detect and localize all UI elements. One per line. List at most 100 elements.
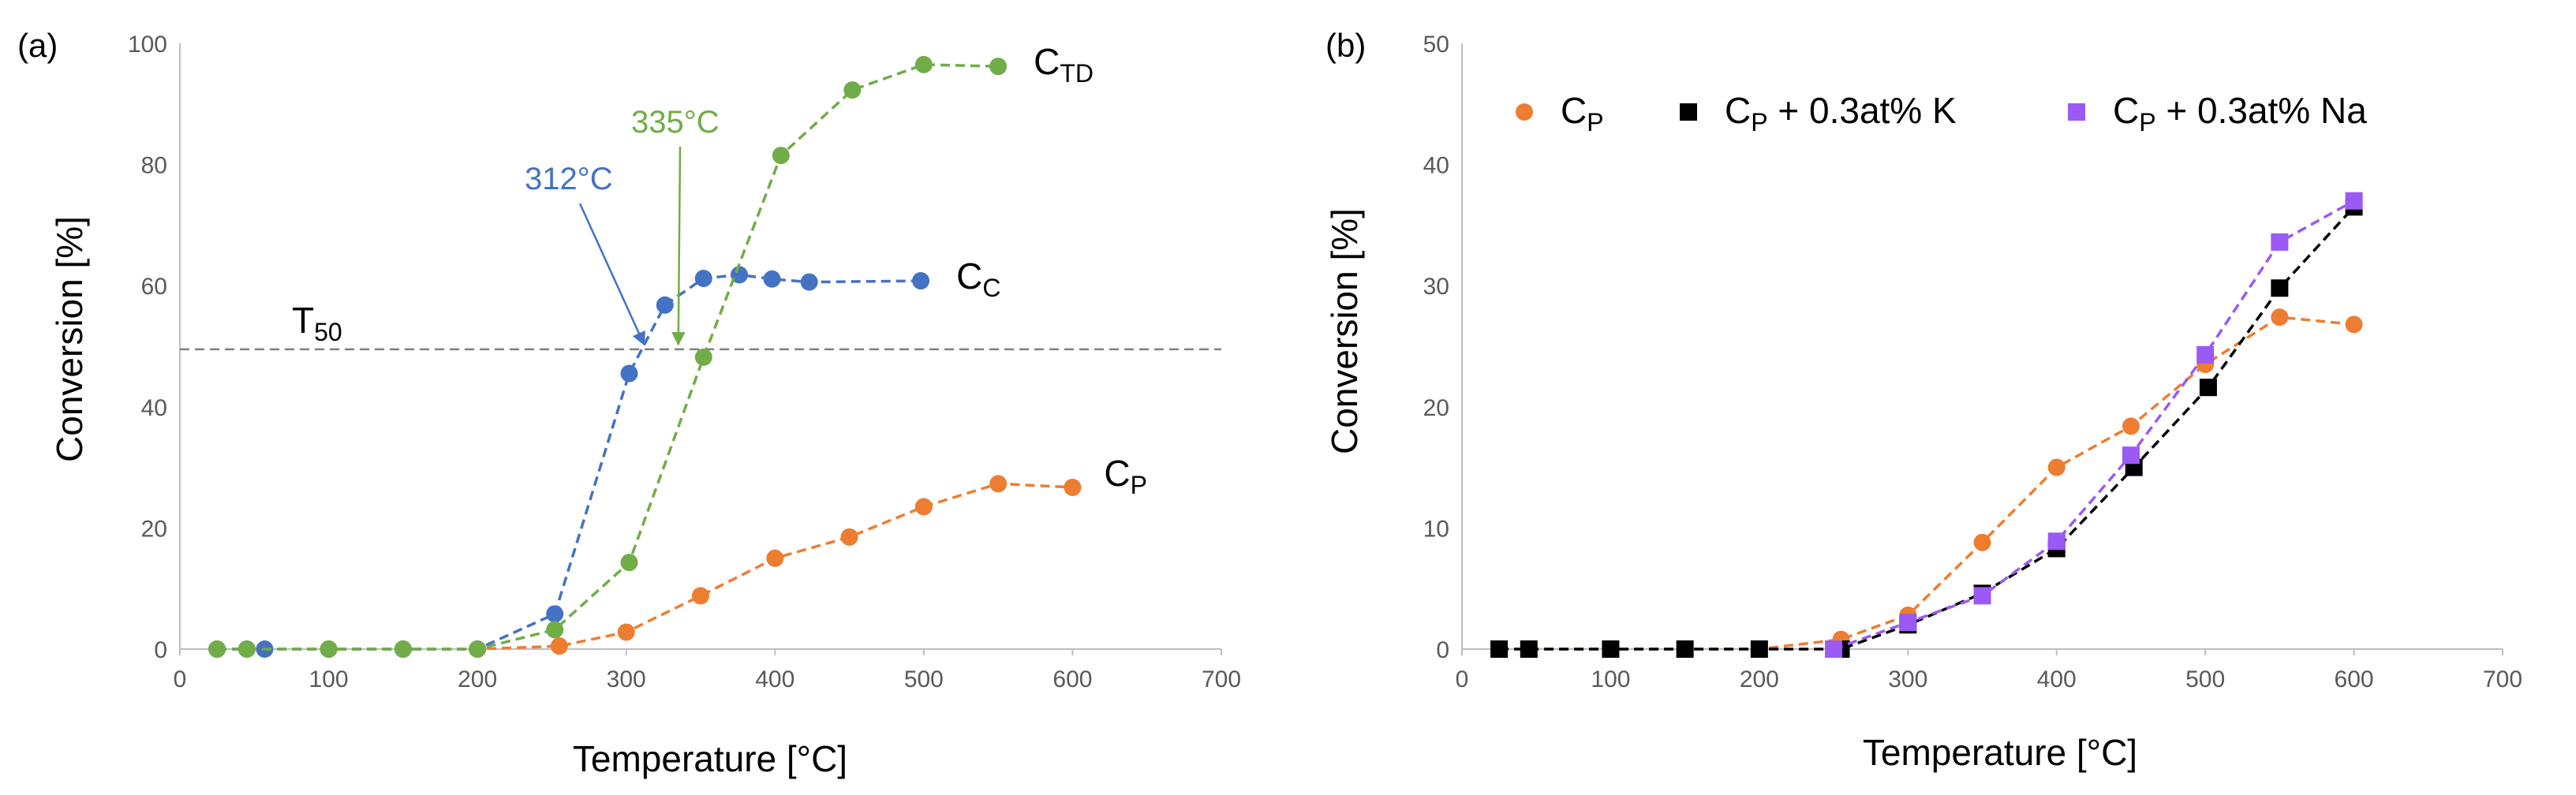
data-point [2271,233,2289,251]
data-point [617,623,635,641]
y-tick-label: 10 [1423,516,1449,542]
data-point [546,605,564,623]
y-tick-label: 50 [1423,32,1449,58]
data-point [914,498,933,516]
data-point [208,640,226,658]
panel-a: (a) 0 100 200 300 400 500 600 700 0 20 40 60 80 100 T… [17,27,1241,779]
annotation-arrow [671,146,686,346]
data-point [620,554,638,572]
data-point [912,272,930,290]
data-point [2122,446,2140,465]
x-tick-label: 600 [2335,666,2374,692]
data-point [1064,478,1082,496]
data-point [914,55,933,73]
x-tick-label: 700 [2483,666,2522,692]
data-point [694,348,712,366]
data-point [840,528,858,546]
panel-b-legend: CP CP + 0.3at% K CP + 0.3at% Na [1516,90,2367,136]
series-cp-0-3at-k [1490,198,2363,658]
data-point [394,640,412,658]
panel-a-t50-line: T50 [180,300,1221,351]
panel-a-ticks: 0 100 200 300 400 500 600 700 0 20 40 60 80 100 [128,32,1241,692]
series-line [217,63,999,651]
legend-marker [2068,103,2085,121]
data-point [1602,640,1620,658]
data-point [692,587,709,605]
data-point [656,296,674,314]
series-line [1833,200,2355,651]
data-point [766,549,784,567]
data-point [1750,640,1768,658]
data-point [763,270,781,288]
panel-a-xlabel: Temperature [°C] [573,738,847,779]
x-tick-label: 600 [1052,666,1092,692]
series-cp [1490,308,2363,658]
legend-entry: CP [1516,90,1604,136]
data-point [1973,587,1991,605]
data-point [2047,458,2066,476]
series-cp [208,475,1082,658]
series-line [1499,315,2354,651]
data-point [1899,614,1917,632]
y-tick-label: 0 [1436,637,1449,663]
panel-b-label: (b) [1325,27,1366,64]
panel-b-ticks: 0 100 200 300 400 500 600 700 0 10 20 30 40 50 [1423,32,2522,692]
data-point [2197,345,2215,364]
x-tick-label: 300 [607,666,646,692]
data-point [550,637,568,655]
y-tick-label: 40 [1423,153,1449,179]
legend-entry: CP + 0.3at% K [1680,90,1957,136]
data-point [989,475,1008,493]
data-point [843,81,862,99]
data-point [989,58,1008,76]
data-point [2199,379,2217,397]
data-point [469,640,487,658]
curve-label-ctd: CTD [1034,41,1094,88]
annotation-arrow [578,203,645,346]
annotation-label: 335°C [631,105,720,140]
legend-marker [1516,103,1533,121]
t50-label: T50 [292,300,342,346]
y-tick-label: 20 [141,516,167,542]
y-tick-label: 40 [141,395,167,421]
data-point [2271,279,2289,297]
x-tick-label: 300 [1888,666,1927,692]
data-point [2345,192,2363,210]
panel-a-curve-labels: CP CC CTD [956,41,1147,499]
x-tick-label: 200 [1740,666,1779,692]
curve-label-cp: CP [1104,453,1147,499]
legend-label: CP + 0.3at% K [1725,90,1957,136]
x-tick-label: 400 [755,666,794,692]
x-tick-label: 500 [2185,666,2225,692]
data-point [2345,315,2363,334]
panel-b-xlabel: Temperature [°C] [1863,732,2137,773]
y-tick-label: 0 [154,637,167,663]
data-point [620,364,638,383]
legend-label: CP + 0.3at% Na [2113,90,2367,136]
legend-entry: CP + 0.3at% Na [2068,90,2367,136]
data-point [546,621,564,639]
panel-a-ylabel: Conversion [%] [49,216,90,462]
data-point [1825,640,1843,658]
x-tick-label: 0 [1456,666,1469,692]
data-point [2271,308,2289,327]
data-point [694,269,712,287]
data-point [772,147,790,165]
series-line [1499,206,2355,651]
y-tick-label: 20 [1423,395,1449,421]
series-ctd [208,55,1008,658]
data-point [1973,533,1991,551]
y-tick-label: 30 [1423,274,1449,300]
panel-b-axes [1461,43,2503,650]
y-tick-label: 100 [128,32,167,58]
data-point [800,273,818,291]
panel-b: (b) 0 100 200 300 400 500 600 700 0 10 20 30 40 50 CP… [1324,27,2522,773]
legend-label: CP [1561,90,1604,136]
panel-a-series [208,55,1082,658]
annotation-label: 312°C [525,162,613,196]
data-point [1676,640,1694,658]
series-line [217,482,1073,651]
x-tick-label: 100 [1591,666,1630,692]
data-point [2047,532,2066,551]
